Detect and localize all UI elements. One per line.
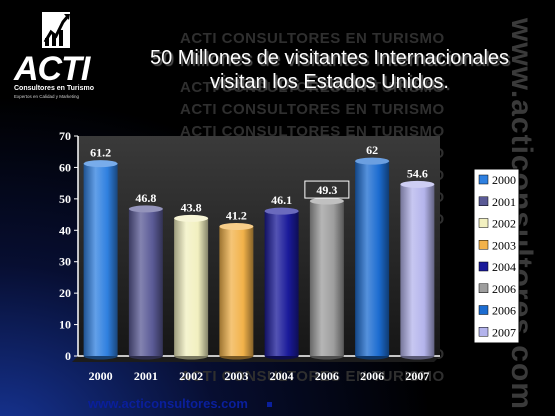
bar-top <box>219 223 254 231</box>
legend-swatch <box>478 261 489 272</box>
bar-body <box>219 226 254 356</box>
x-tick-label: 2000 <box>89 369 113 383</box>
data-label: 61.2 <box>90 146 111 160</box>
data-label: 46.1 <box>271 193 292 207</box>
data-label: 43.8 <box>181 200 202 214</box>
bar: 49.3 <box>304 180 350 360</box>
data-label-box <box>304 180 350 199</box>
bar-top <box>128 205 163 213</box>
legend-label: 2003 <box>492 238 516 252</box>
footer-bullet <box>267 402 272 407</box>
legend-label: 2004 <box>492 260 516 274</box>
bar-body <box>355 161 390 356</box>
bar-top <box>83 160 118 168</box>
y-tick-label: 60 <box>59 160 71 174</box>
bar: 54.6 <box>400 166 435 360</box>
bar: 46.1 <box>264 193 299 360</box>
y-tick-label: 40 <box>59 223 71 237</box>
bar-body <box>83 163 118 356</box>
bar-top <box>355 157 390 165</box>
logo-text: ACTI <box>14 50 90 88</box>
title-line-2: visitan los Estados Unidos. <box>209 71 449 93</box>
bar-top <box>174 214 209 222</box>
title-line-1: 50 Millones de visitantes Internacionale… <box>149 47 510 69</box>
legend-swatch <box>478 174 489 185</box>
bar-top <box>400 180 435 188</box>
y-tick-label: 70 <box>59 129 71 143</box>
y-tick-label: 50 <box>59 192 71 206</box>
logo-tagline: Expertos en Calidad y Marketing <box>14 94 80 99</box>
watermark-line: ACTI CONSULTORES EN TURISMO <box>180 101 445 118</box>
bar-body <box>400 184 435 356</box>
acti-logo <box>12 10 112 105</box>
y-tick-label: 20 <box>59 286 71 300</box>
legend-label: 2006 <box>492 282 516 296</box>
legend-label: 2006 <box>492 304 516 318</box>
bar-body <box>264 211 299 356</box>
data-label: 62 <box>366 143 378 157</box>
footer-url[interactable]: www.acticonsultores.com <box>88 396 248 411</box>
data-label: 54.6 <box>407 166 428 180</box>
y-axis: 0 10 20 30 40 50 60 70 <box>59 129 78 363</box>
bar-top <box>264 207 299 215</box>
x-tick-label: 2006 <box>315 369 339 383</box>
data-label: 41.2 <box>226 209 247 223</box>
legend-swatch <box>478 283 489 293</box>
bar-body <box>128 208 163 356</box>
bar: 46.8 <box>128 191 163 360</box>
legend-label: 2002 <box>492 217 516 231</box>
x-tick-label: 2002 <box>179 369 203 383</box>
page-title: 50 Millones de visitantes Internacionale… <box>132 46 527 94</box>
bar: 61.2 <box>83 146 118 360</box>
x-tick-label: 2001 <box>134 369 158 383</box>
bar: 62 <box>355 143 390 360</box>
x-tick-label: 2003 <box>224 369 248 383</box>
watermark-line: ACTI CONSULTORES EN TURISMO <box>180 79 445 96</box>
chart-logo-icon <box>42 12 70 48</box>
y-tick-label: 0 <box>65 349 71 363</box>
legend-swatch <box>478 218 489 228</box>
legend-swatch <box>478 327 489 337</box>
plot-floor <box>72 356 440 362</box>
bar-series: 61.2 46.8 43.8 41.2 46.1 49.3 62 54.6 <box>83 143 435 360</box>
data-label: 49.3 <box>316 183 337 197</box>
y-tick-label: 10 <box>59 318 71 332</box>
x-tick-label: 2006 <box>360 369 384 383</box>
logo-subtitle: Consultores en Turismo <box>14 85 94 92</box>
y-tick-label: 30 <box>59 255 71 269</box>
x-tick-label: 2007 <box>405 369 429 383</box>
watermark-line: ACTI CONSULTORES EN TURISMO <box>180 123 445 140</box>
watermark-line: ACTI CONSULTORES EN TURISMO <box>180 368 445 385</box>
legend-swatch <box>478 240 489 250</box>
legend-swatch <box>478 196 489 206</box>
legend-label: 2001 <box>492 195 516 209</box>
bar-body <box>174 218 209 356</box>
bar: 43.8 <box>174 200 209 360</box>
x-tick-label: 2004 <box>270 369 294 383</box>
legend-label: 2007 <box>492 325 516 339</box>
bar-top <box>309 197 344 205</box>
legend-label: 2000 <box>492 173 516 187</box>
watermark-line: ACTI CONSULTORES EN TURISMO <box>180 30 445 47</box>
legend-swatch <box>478 305 489 315</box>
bar-body <box>309 201 344 356</box>
x-axis: 2000 2001 2002 2003 2004 2006 2006 2007 <box>89 369 430 383</box>
bar: 41.2 <box>219 209 254 360</box>
data-label: 46.8 <box>135 191 156 205</box>
legend: 2000 2001 2002 2003 2004 2006 2006 2007 <box>473 168 520 344</box>
